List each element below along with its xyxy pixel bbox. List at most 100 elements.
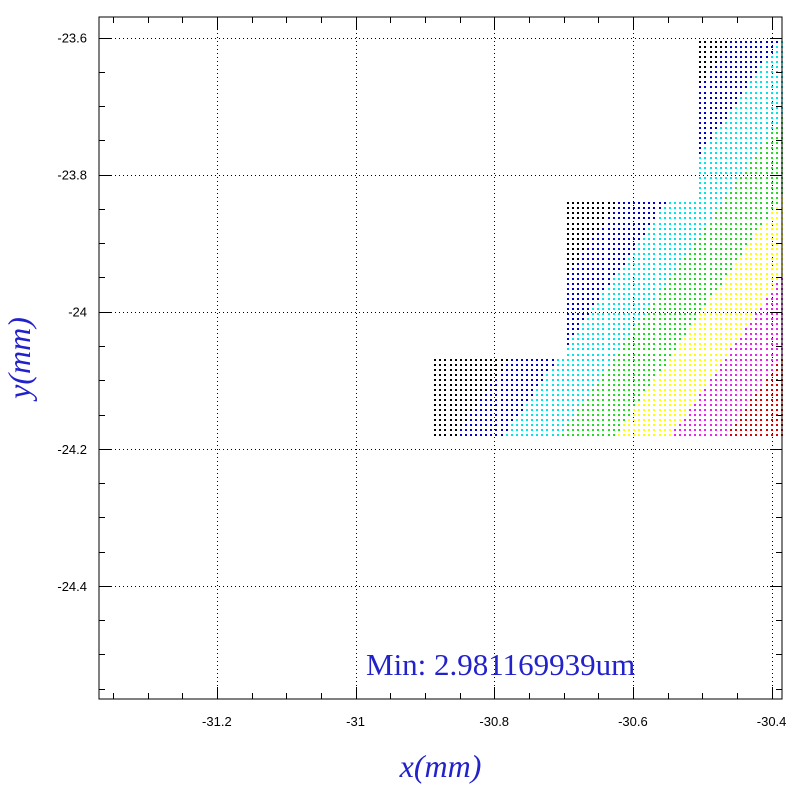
- data-point: [669, 338, 671, 340]
- data-point: [704, 51, 706, 53]
- data-point: [633, 348, 635, 350]
- data-point: [750, 46, 752, 48]
- data-point: [470, 414, 472, 416]
- data-point: [715, 182, 717, 184]
- data-point: [750, 223, 752, 225]
- data-point: [659, 308, 661, 310]
- data-point: [699, 192, 701, 194]
- data-point: [562, 394, 564, 396]
- data-point: [715, 207, 717, 209]
- data-point: [730, 288, 732, 290]
- data-point: [689, 288, 691, 290]
- data-point: [602, 207, 604, 209]
- data-point: [623, 293, 625, 295]
- data-point: [475, 359, 477, 361]
- data-point: [704, 343, 706, 345]
- data-point: [760, 238, 762, 240]
- data-point: [552, 434, 554, 436]
- data-point: [572, 369, 574, 371]
- data-point: [715, 97, 717, 99]
- data-point: [618, 359, 620, 361]
- data-point: [531, 379, 533, 381]
- data-point: [480, 399, 482, 401]
- data-point: [567, 343, 569, 345]
- data-point: [735, 112, 737, 114]
- data-point: [755, 182, 757, 184]
- data-point: [699, 409, 701, 411]
- data-point: [735, 323, 737, 325]
- data-point: [771, 76, 773, 78]
- data-point: [730, 81, 732, 83]
- data-point: [679, 389, 681, 391]
- data-point: [444, 409, 446, 411]
- data-point: [725, 92, 727, 94]
- data-point: [587, 424, 589, 426]
- data-point: [511, 404, 513, 406]
- data-point: [628, 217, 630, 219]
- data-point: [720, 157, 722, 159]
- data-point: [745, 323, 747, 325]
- data-point: [552, 429, 554, 431]
- data-point: [582, 323, 584, 325]
- data-point: [602, 364, 604, 366]
- data-point: [704, 313, 706, 315]
- data-point: [541, 414, 543, 416]
- data-point: [699, 333, 701, 335]
- data-point: [674, 404, 676, 406]
- data-point: [776, 61, 778, 63]
- data-point: [776, 399, 778, 401]
- data-point: [750, 313, 752, 315]
- data-point: [694, 248, 696, 250]
- data-point: [740, 132, 742, 134]
- data-point: [434, 399, 436, 401]
- data-point: [776, 162, 778, 164]
- data-point: [766, 217, 768, 219]
- data-point: [567, 212, 569, 214]
- data-point: [618, 253, 620, 255]
- data-point: [577, 379, 579, 381]
- data-point: [444, 374, 446, 376]
- data-point: [730, 409, 732, 411]
- data-point: [623, 343, 625, 345]
- data-point: [501, 419, 503, 421]
- data-point: [750, 404, 752, 406]
- data-point: [541, 429, 543, 431]
- data-point: [699, 293, 701, 295]
- data-point: [511, 409, 513, 411]
- data-point: [694, 202, 696, 204]
- data-point: [704, 97, 706, 99]
- data-point: [485, 429, 487, 431]
- data-point: [689, 323, 691, 325]
- data-point: [735, 117, 737, 119]
- x-axis-title: x(mm): [399, 748, 482, 784]
- data-point: [689, 409, 691, 411]
- data-point: [710, 167, 712, 169]
- data-point: [592, 379, 594, 381]
- data-point: [572, 293, 574, 295]
- data-point: [638, 434, 640, 436]
- data-point: [771, 56, 773, 58]
- data-point: [592, 233, 594, 235]
- data-point: [679, 223, 681, 225]
- data-point: [602, 424, 604, 426]
- data-point: [602, 313, 604, 315]
- data-point: [557, 399, 559, 401]
- data-point: [720, 51, 722, 53]
- data-point: [521, 409, 523, 411]
- data-point: [602, 354, 604, 356]
- data-point: [689, 207, 691, 209]
- data-point: [582, 248, 584, 250]
- data-point: [602, 374, 604, 376]
- data-point: [444, 394, 446, 396]
- data-point: [643, 278, 645, 280]
- data-point: [552, 394, 554, 396]
- data-point: [766, 343, 768, 345]
- data-point: [669, 409, 671, 411]
- data-point: [725, 369, 727, 371]
- data-point: [439, 384, 441, 386]
- data-point: [766, 137, 768, 139]
- data-point: [648, 414, 650, 416]
- data-point: [710, 86, 712, 88]
- data-point: [587, 323, 589, 325]
- data-point: [490, 399, 492, 401]
